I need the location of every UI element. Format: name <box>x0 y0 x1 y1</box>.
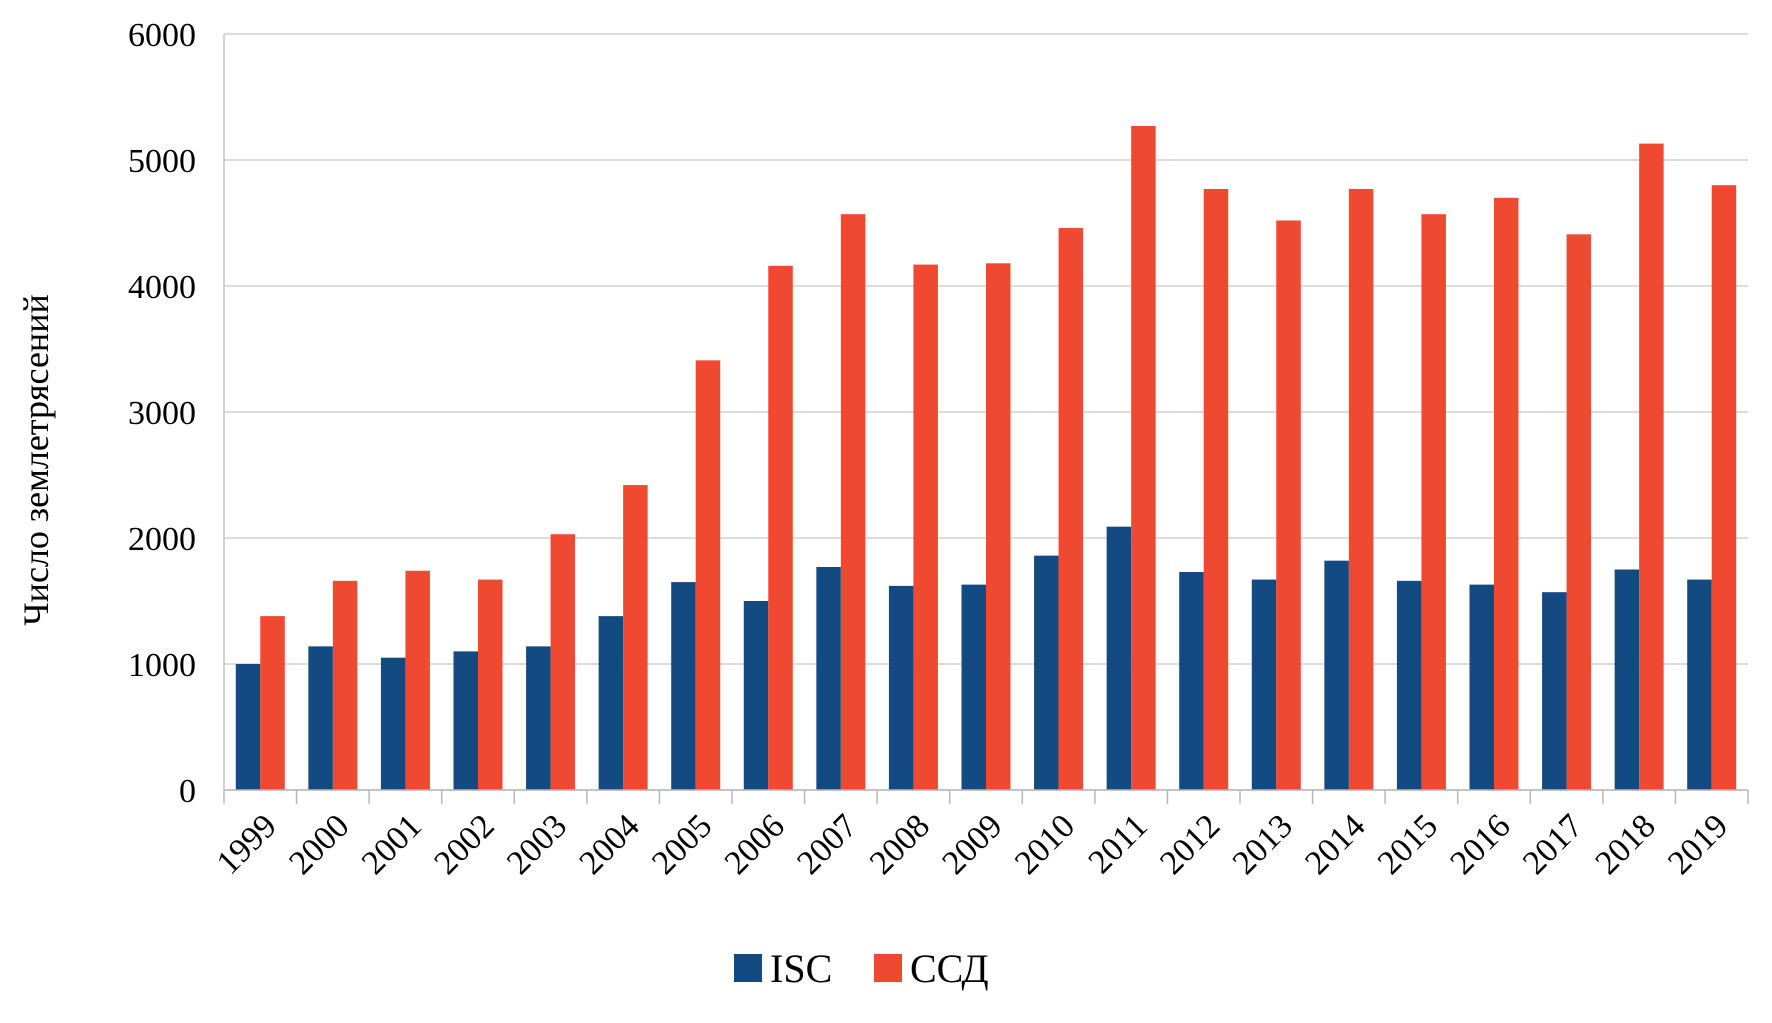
bar-ISC-2018 <box>1614 569 1640 790</box>
x-tick-label-2015: 2015 <box>1371 807 1445 881</box>
x-tick-label-2011: 2011 <box>1081 807 1154 880</box>
bar-ISC-1999 <box>235 664 261 790</box>
x-tick-label-1999: 1999 <box>210 807 284 881</box>
bar-ISC-2008 <box>888 585 914 790</box>
bar-ССД-2008 <box>913 264 938 791</box>
bar-ССД-2007 <box>840 214 866 790</box>
axes <box>223 34 1749 804</box>
x-tick-label-2002: 2002 <box>427 807 501 881</box>
bar-ISC-2011 <box>1106 526 1132 790</box>
x-tick-label-2004: 2004 <box>573 807 647 881</box>
x-tick-label-2009: 2009 <box>935 807 1009 881</box>
y-tick-label-4000: 4000 <box>128 269 196 306</box>
x-tick-label-2018: 2018 <box>1589 807 1663 881</box>
bars <box>235 125 1737 791</box>
y-tick-label-0: 0 <box>179 773 196 810</box>
bar-ISC-2000 <box>308 646 333 790</box>
bar-ССД-2017 <box>1566 234 1592 791</box>
bar-ССД-1999 <box>260 616 285 790</box>
bar-ССД-2009 <box>986 263 1011 790</box>
bar-ISC-2012 <box>1179 572 1204 790</box>
legend-swatch-ССД <box>874 954 902 982</box>
bar-ССД-2003 <box>550 534 576 790</box>
bar-ISC-2009 <box>961 584 986 790</box>
bar-ССД-2015 <box>1421 214 1446 790</box>
bar-ISC-2015 <box>1396 580 1422 790</box>
bar-ССД-2004 <box>623 485 648 790</box>
bar-ISC-2002 <box>453 651 478 790</box>
x-tick-label-2005: 2005 <box>645 807 719 881</box>
y-tick-label-2000: 2000 <box>128 521 196 558</box>
legend-label-ССД: ССД <box>910 946 989 991</box>
bar-ССД-2013 <box>1276 220 1301 791</box>
bar-ISC-2014 <box>1324 560 1349 790</box>
legend: ISC ССД <box>734 946 989 991</box>
x-tick-label-2003: 2003 <box>500 807 574 881</box>
bar-ISC-2001 <box>380 657 406 790</box>
x-tick-label-2019: 2019 <box>1661 807 1735 881</box>
bar-ISC-2005 <box>671 582 696 790</box>
bar-ISC-2016 <box>1469 584 1494 790</box>
x-tick-label-2010: 2010 <box>1008 807 1082 881</box>
bar-ССД-2002 <box>478 579 503 790</box>
bar-ССД-2018 <box>1639 143 1664 790</box>
bar-ССД-2001 <box>405 570 430 790</box>
bar-ССД-2010 <box>1058 228 1084 791</box>
x-tick-label-2007: 2007 <box>790 807 864 881</box>
bar-ССД-2000 <box>332 580 358 790</box>
x-tick-label-2017: 2017 <box>1516 807 1590 881</box>
y-tick-label-1000: 1000 <box>128 647 196 684</box>
bar-ISC-2003 <box>526 646 551 790</box>
bar-ССД-2014 <box>1348 188 1374 791</box>
x-tick-label-2001: 2001 <box>355 807 429 881</box>
bar-ССД-2012 <box>1203 188 1229 791</box>
bar-ISC-2010 <box>1034 555 1059 790</box>
y-tick-label-5000: 5000 <box>128 143 196 180</box>
x-tick-label-2008: 2008 <box>863 807 937 881</box>
y-tick-label-3000: 3000 <box>128 395 196 432</box>
bar-ISC-2017 <box>1542 592 1567 790</box>
y-tick-labels: 0 1000 2000 3000 4000 5000 6000 <box>128 17 196 810</box>
bar-ISC-2013 <box>1251 579 1277 790</box>
bar-ССД-2016 <box>1494 197 1519 791</box>
bar-ISC-2007 <box>816 566 841 790</box>
x-tick-label-2006: 2006 <box>718 807 792 881</box>
bar-ISC-2006 <box>743 601 769 790</box>
legend-label-ISC: ISC <box>770 946 832 991</box>
x-tick-label-2014: 2014 <box>1298 807 1372 881</box>
y-axis-title: Число землетрясений <box>16 294 56 625</box>
bar-ССД-2005 <box>695 360 721 790</box>
bar-ССД-2006 <box>768 265 793 791</box>
bar-ССД-2019 <box>1711 185 1737 790</box>
bar-ССД-2011 <box>1131 125 1156 791</box>
x-tick-labels: 1999200020012002200320042005200620072008… <box>210 807 1736 881</box>
y-tick-label-6000: 6000 <box>128 17 196 54</box>
x-tick-label-2012: 2012 <box>1153 807 1227 881</box>
x-tick-label-2013: 2013 <box>1226 807 1300 881</box>
bar-ISC-2019 <box>1687 579 1712 790</box>
bar-ISC-2004 <box>598 616 624 790</box>
x-tick-label-2000: 2000 <box>282 807 356 881</box>
x-tick-label-2016: 2016 <box>1443 807 1517 881</box>
legend-swatch-ISC <box>734 954 762 982</box>
